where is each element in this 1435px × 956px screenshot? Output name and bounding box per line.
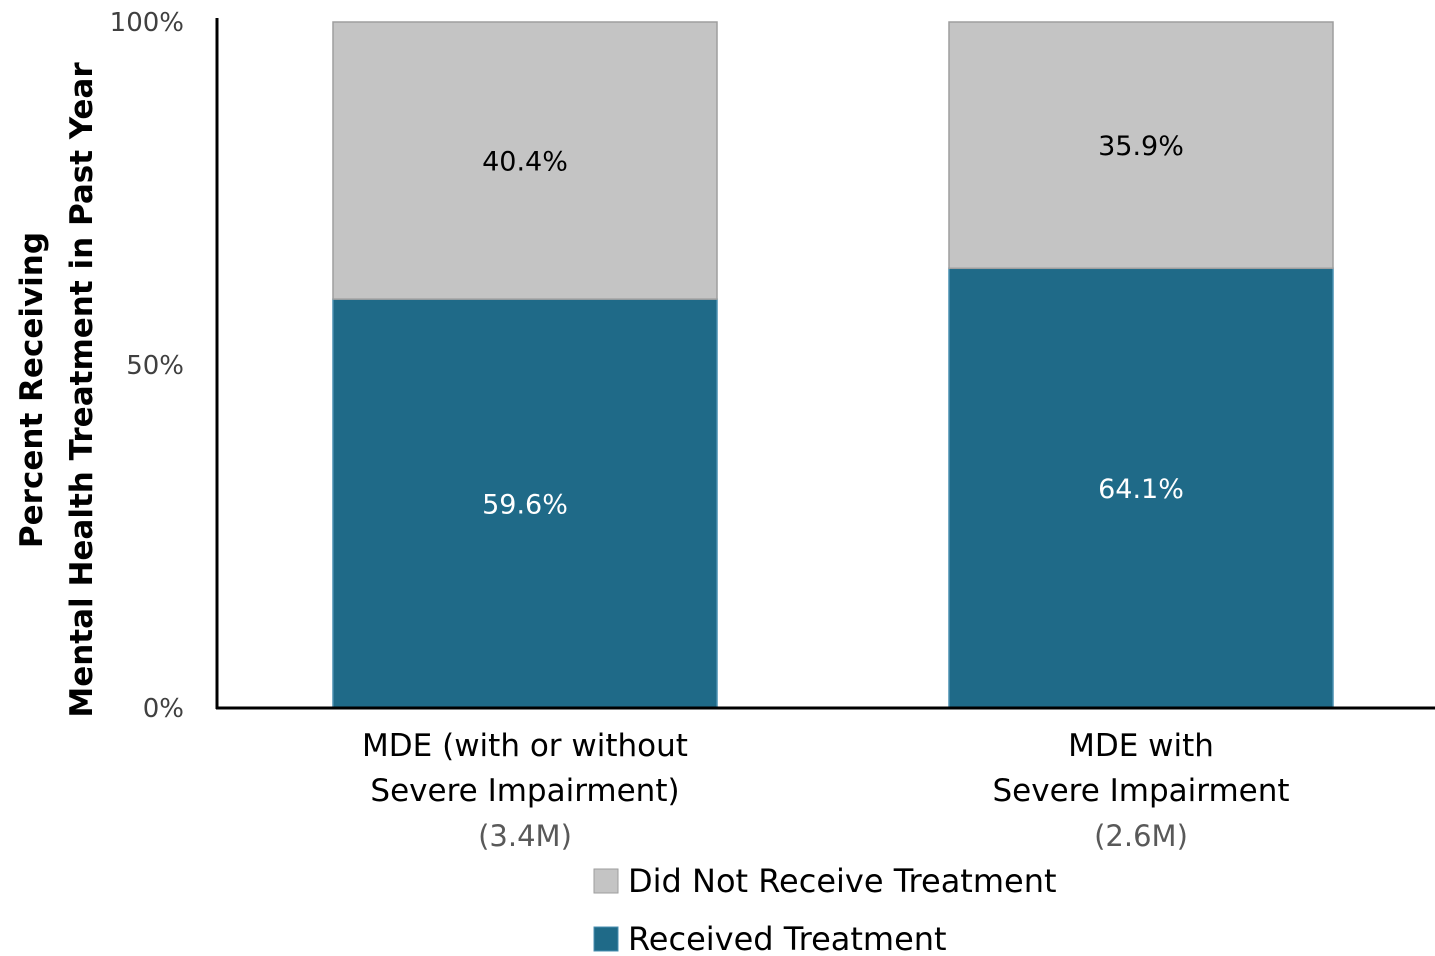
category-label-line: MDE with <box>1068 728 1214 764</box>
category-label-line: Severe Impairment) <box>370 773 679 809</box>
category-sublabel: (2.6M) <box>1094 819 1188 853</box>
bar-segment-received-1 <box>332 298 718 709</box>
data-label: 64.1% <box>1098 474 1184 505</box>
bar-segment-not-received-1 <box>332 21 718 300</box>
category-label-line: MDE (with or without <box>362 728 688 764</box>
y-axis-title-line-2: Mental Health Treatment in Past Year <box>64 62 100 718</box>
y-tick-label: 50% <box>126 351 184 381</box>
axes <box>215 18 1435 710</box>
data-label: 35.9% <box>1098 131 1184 162</box>
legend-label: Received Treatment <box>628 920 947 956</box>
bar-segment-not-received-2 <box>948 21 1334 270</box>
legend-swatch <box>593 926 619 952</box>
y-axis-title-line-1: Percent Receiving <box>14 232 50 548</box>
bars: 59.6% 40.4% 64.1% 35.9% <box>332 21 1334 709</box>
y-tick-label: 100% <box>110 8 184 38</box>
category-labels: MDE (with or without Severe Impairment) (3… <box>362 728 1289 853</box>
y-axis-title: Percent Receiving Mental Health Treatment… <box>14 62 100 718</box>
data-label: 59.6% <box>482 490 568 521</box>
legend-label: Did Not Receive Treatment <box>628 862 1057 900</box>
data-label: 40.4% <box>482 147 568 178</box>
category-sublabel: (3.4M) <box>478 819 572 853</box>
category-label-line: Severe Impairment <box>992 773 1289 809</box>
legend-swatch <box>593 868 619 894</box>
y-axis-ticks: 0% 50% 100% <box>110 8 184 724</box>
y-tick-label: 0% <box>143 694 184 724</box>
legend: Did Not Receive Treatment Received Treatm… <box>593 862 1057 956</box>
